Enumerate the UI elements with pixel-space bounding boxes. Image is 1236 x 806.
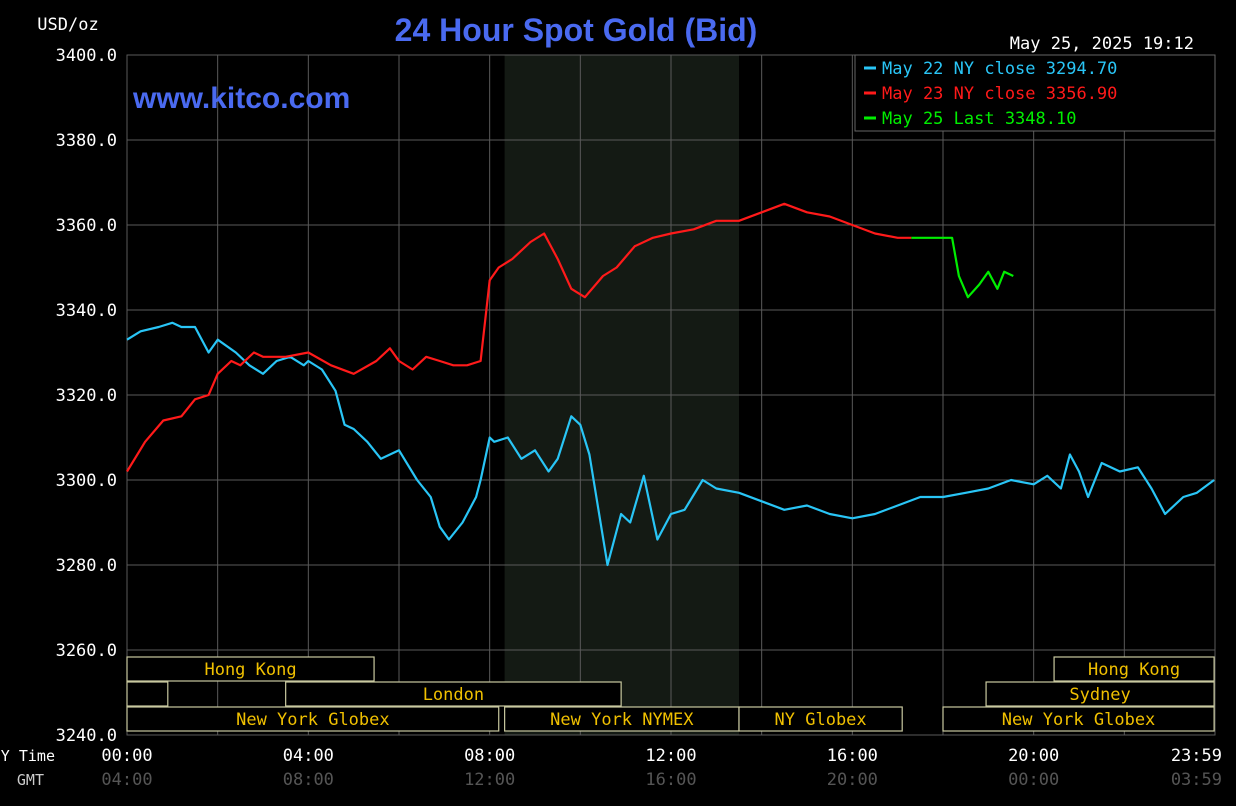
session-label-0: Hong Kong — [204, 660, 296, 680]
x-axis-ticks: 00:00 04:00 08:00 12:00 16:00 20:00 23:59 04:00… — [101, 746, 1222, 790]
x-tick-gmt-6: 03:59 — [1171, 770, 1222, 790]
x-tick-ny-3: 12:00 — [645, 746, 696, 766]
y-tick-label-0: 3400.0 — [56, 46, 117, 66]
x-tick-gmt-5: 00:00 — [1008, 770, 1059, 790]
session-bar-7 — [738, 706, 903, 732]
session-label-6: New York NYMEX — [550, 710, 694, 730]
legend-label-may25: May 25 Last 3348.10 — [882, 109, 1076, 129]
session-label-5: New York Globex — [236, 710, 390, 730]
x-tick-ny-5: 20:00 — [1008, 746, 1059, 766]
y-tick-label-4: 3320.0 — [56, 386, 117, 406]
x-tick-ny-0: 00:00 — [101, 746, 152, 766]
legend-label-may23: May 23 NY close 3356.90 — [882, 84, 1117, 104]
series-line-may25 — [911, 236, 1014, 299]
x-tick-gmt-4: 20:00 — [827, 770, 878, 790]
session-label-7: NY Globex — [775, 710, 867, 730]
x-tick-ny-1: 04:00 — [283, 746, 334, 766]
x-tick-gmt-3: 16:00 — [645, 770, 696, 790]
x-tick-gmt-0: 04:00 — [101, 770, 152, 790]
y-tick-label-5: 3300.0 — [56, 471, 117, 491]
x-tick-gmt-2: 12:00 — [464, 770, 515, 790]
session-bars: Hong Kong Hong Kong London Sydney New York G… — [126, 656, 1215, 732]
timestamp: May 25, 2025 19:12 — [1010, 34, 1194, 54]
legend-box — [854, 54, 1216, 132]
y-tick-label-2: 3360.0 — [56, 216, 117, 236]
legend: May 22 NY close 3294.70 May 23 NY close … — [854, 54, 1216, 132]
y-tick-label-1: 3380.0 — [56, 131, 117, 151]
ny-time-row-label: NY Time — [0, 747, 55, 765]
website-label: www.kitco.com — [132, 82, 350, 115]
session-bar-1 — [1053, 656, 1215, 682]
y-tick-label-7: 3260.0 — [56, 641, 117, 661]
x-tick-ny-4: 16:00 — [827, 746, 878, 766]
session-label-3: London — [423, 685, 484, 705]
y-axis-ticks: 3400.0 3380.0 3360.0 3340.0 3320.0 3300.0 3280… — [56, 46, 117, 746]
chart-title: 24 Hour Spot Gold (Bid) — [395, 12, 758, 48]
x-tick-gmt-1: 08:00 — [283, 770, 334, 790]
x-tick-ny-6: 23:59 — [1171, 746, 1222, 766]
series-line-may23 — [126, 202, 912, 473]
series-lines — [126, 202, 1215, 567]
y-tick-label-6: 3280.0 — [56, 556, 117, 576]
y-tick-label-8: 3240.0 — [56, 726, 117, 746]
session-label-1: Hong Kong — [1088, 660, 1180, 680]
gmt-row-label: GMT — [17, 771, 44, 789]
session-bar-5 — [126, 706, 500, 732]
series-line-may22 — [126, 321, 1215, 567]
session-bar-8 — [942, 706, 1215, 732]
session-bar-3 — [285, 681, 622, 707]
y-tick-label-3: 3340.0 — [56, 301, 117, 321]
session-label-4: Sydney — [1069, 685, 1130, 705]
session-bar-4 — [985, 681, 1215, 707]
x-tick-ny-2: 08:00 — [464, 746, 515, 766]
y-axis-label: USD/oz — [37, 15, 98, 35]
legend-label-may22: May 22 NY close 3294.70 — [882, 59, 1117, 79]
session-label-8: New York Globex — [1002, 710, 1156, 730]
session-bar-2 — [126, 681, 169, 707]
session-bar-0 — [126, 656, 375, 682]
